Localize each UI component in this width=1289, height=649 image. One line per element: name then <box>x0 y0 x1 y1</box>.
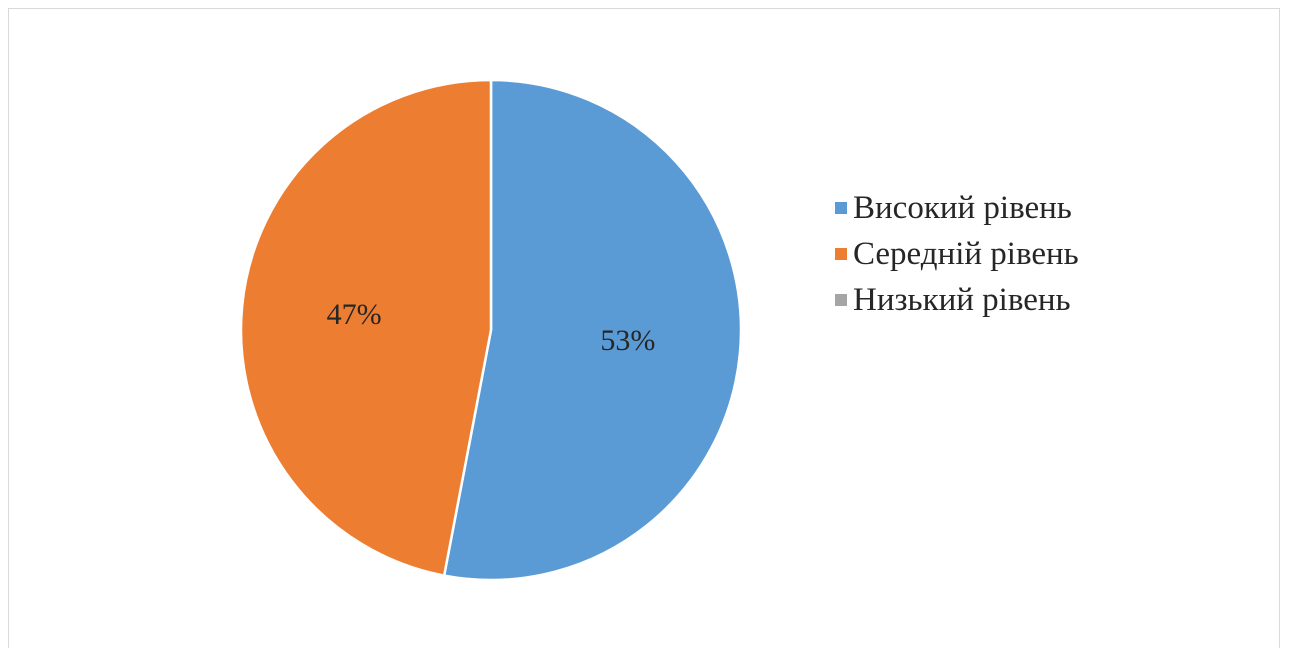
legend-swatch-low <box>835 294 847 306</box>
pie-chart: 53% 47% <box>239 78 743 582</box>
legend-swatch-medium <box>835 248 847 260</box>
legend-label-medium: Середній рівень <box>853 235 1079 272</box>
legend-swatch-high <box>835 202 847 214</box>
pie-slices <box>239 78 743 582</box>
pie-data-labels: 53% 47% <box>327 298 656 357</box>
legend: Високий рівень Середній рівень Низький р… <box>835 185 1079 323</box>
legend-item-low: Низький рівень <box>835 277 1079 323</box>
data-label-high: 53% <box>600 324 655 357</box>
data-label-medium: 47% <box>327 298 382 331</box>
pie-slice-high <box>442 78 743 582</box>
legend-label-high: Високий рівень <box>853 189 1072 226</box>
legend-label-low: Низький рівень <box>853 281 1071 318</box>
legend-item-high: Високий рівень <box>835 185 1079 231</box>
chart-area: 53% 47% Високий рівень Середній рівень Ни… <box>8 8 1280 648</box>
pie-slice-medium <box>239 78 493 577</box>
legend-item-medium: Середній рівень <box>835 231 1079 277</box>
